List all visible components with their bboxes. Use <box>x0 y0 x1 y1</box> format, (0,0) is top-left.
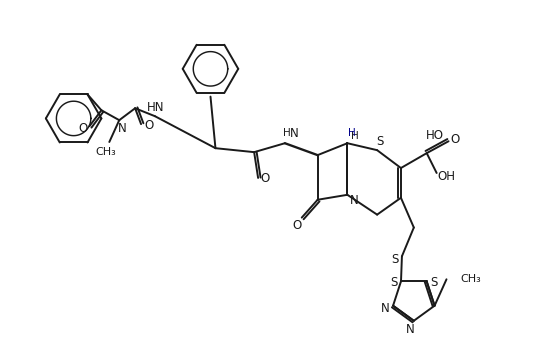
Text: CH₃: CH₃ <box>460 274 481 284</box>
Text: S: S <box>430 276 437 289</box>
Text: N: N <box>381 302 390 315</box>
Text: O: O <box>144 119 153 132</box>
Text: HO: HO <box>425 129 444 142</box>
Text: O: O <box>292 219 301 232</box>
Text: N: N <box>350 194 359 207</box>
Text: HN: HN <box>147 101 165 114</box>
Text: O: O <box>451 133 460 146</box>
Text: N: N <box>405 323 414 336</box>
Text: OH: OH <box>437 170 456 183</box>
Text: CH₃: CH₃ <box>95 147 116 157</box>
Text: N: N <box>118 122 127 135</box>
Text: S: S <box>390 276 398 289</box>
Text: O: O <box>260 173 270 186</box>
Text: H: H <box>283 128 291 138</box>
Text: S: S <box>391 253 399 266</box>
Text: O: O <box>78 122 87 135</box>
Text: H: H <box>349 128 356 138</box>
Text: S: S <box>376 135 384 148</box>
Text: N: N <box>289 127 298 140</box>
Text: H: H <box>351 131 359 141</box>
